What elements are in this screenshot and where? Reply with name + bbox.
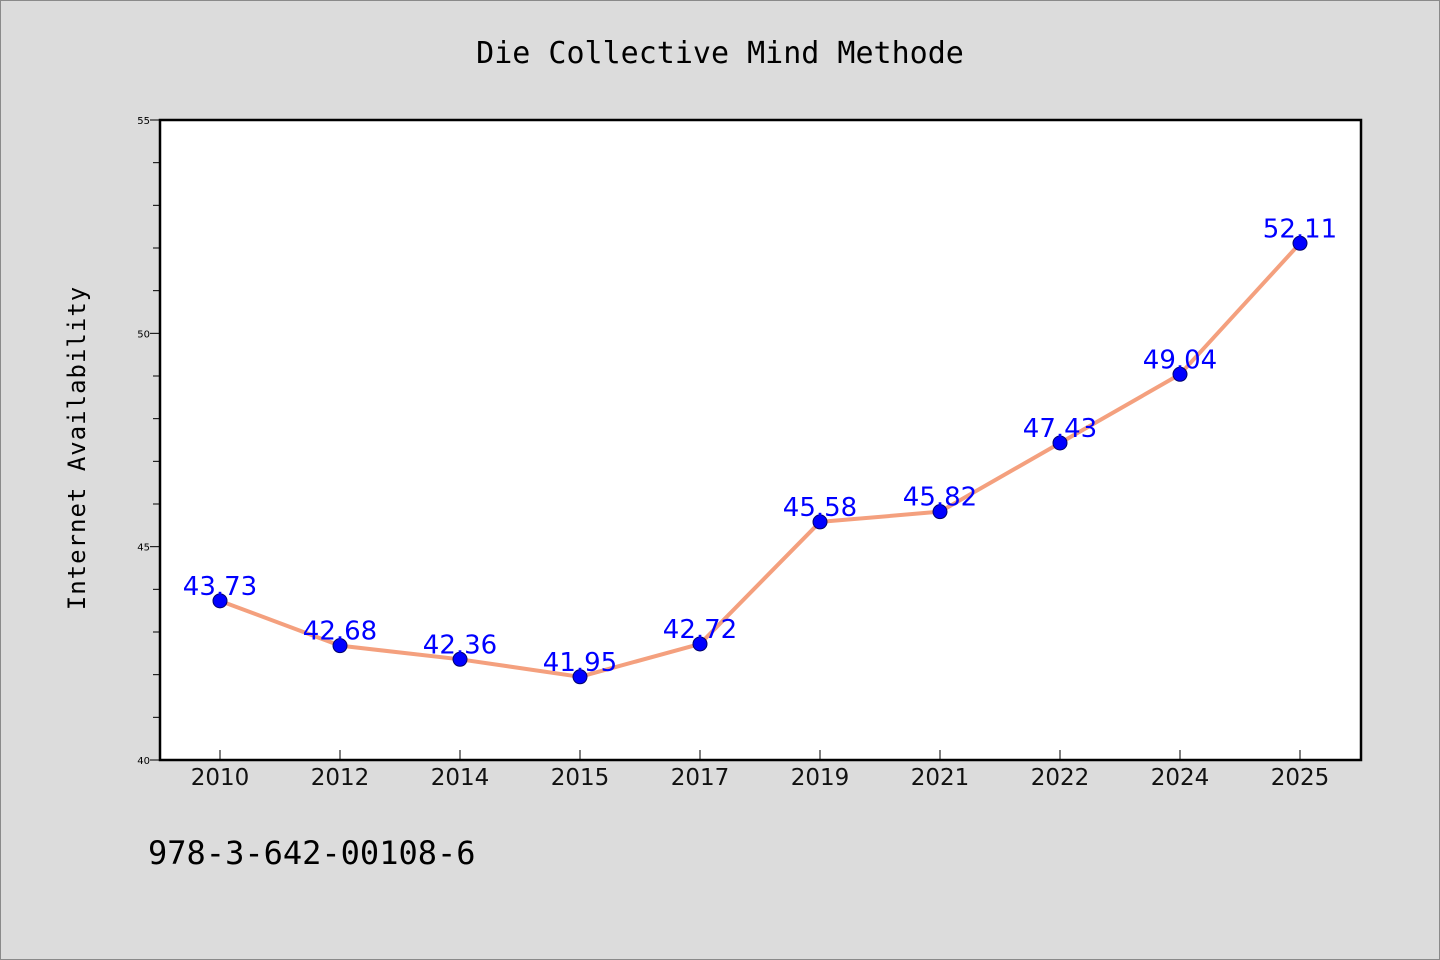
x-tick-label: 2014 (431, 765, 490, 791)
data-point (1052, 435, 1068, 451)
data-label: 42.68 (303, 617, 377, 647)
data-label: 47.43 (1023, 414, 1097, 444)
x-tick-label: 2015 (551, 765, 610, 791)
data-label: 42.72 (663, 615, 737, 645)
y-tick-label: 55 (137, 116, 150, 127)
y-axis: 40 45 50 55 (137, 116, 160, 767)
data-point (812, 514, 828, 530)
x-tick-label: 2024 (1151, 765, 1210, 791)
x-tick-label: 2019 (791, 765, 850, 791)
data-point (212, 593, 228, 609)
data-point (692, 636, 708, 652)
x-axis: 2010 2012 2014 2015 2017 2019 2021 2022 2024 2025 (191, 750, 1330, 791)
data-point (572, 669, 588, 685)
plot-area (158, 118, 1363, 762)
data-label: 45.82 (903, 483, 977, 513)
data-point (1172, 366, 1188, 382)
y-tick-label: 45 (137, 543, 150, 554)
chart-title: Die Collective Mind Methode (476, 36, 964, 71)
y-tick-label: 50 (137, 329, 150, 340)
x-tick-label: 2025 (1271, 765, 1330, 791)
data-point (452, 651, 468, 667)
x-tick-label: 2010 (191, 765, 250, 791)
data-point (932, 504, 948, 520)
data-label: 41.95 (543, 648, 617, 678)
series-line (218, 241, 1302, 679)
data-label: 45.58 (783, 493, 857, 523)
data-label: 49.04 (1143, 345, 1217, 375)
x-tick-label: 2022 (1031, 765, 1090, 791)
isbn-text: 978-3-642-00108-6 (148, 834, 476, 872)
y-tick-label: 40 (137, 756, 150, 767)
x-tick-label: 2012 (311, 765, 370, 791)
data-point (332, 638, 348, 654)
data-label: 52.11 (1263, 214, 1337, 244)
series-layer: 43.73 42.68 42.36 41.95 42.72 45.58 45.82 47.43… (183, 214, 1337, 685)
x-tick-label: 2017 (671, 765, 730, 791)
y-axis-label: Internet Availability (63, 286, 91, 610)
data-label: 43.73 (183, 572, 257, 602)
x-tick-label: 2021 (911, 765, 970, 791)
data-point (1292, 235, 1308, 251)
data-label: 42.36 (423, 630, 497, 660)
